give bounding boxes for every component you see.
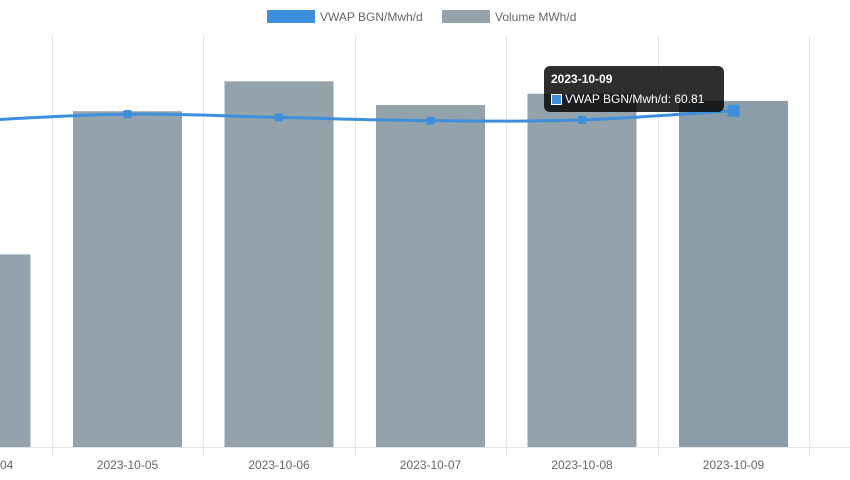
volume-bar[interactable] bbox=[73, 111, 182, 447]
legend-swatch-vwap[interactable] bbox=[267, 10, 315, 23]
volume-bar[interactable] bbox=[679, 100, 788, 448]
vwap-point[interactable] bbox=[578, 115, 586, 124]
volume-bar[interactable] bbox=[376, 105, 485, 447]
volume-bar[interactable] bbox=[0, 254, 31, 447]
x-axis-ticks: 04 2023-10-05 2023-10-06 2023-10-07 2023-10-… bbox=[0, 458, 765, 472]
x-tick-label: 2023-10-07 bbox=[400, 458, 462, 472]
legend-label-vwap[interactable]: VWAP BGN/Mwh/d bbox=[320, 10, 423, 24]
x-tick-label: 04 bbox=[0, 458, 14, 472]
legend-label-volume[interactable]: Volume MWh/d bbox=[495, 10, 576, 24]
volume-bar[interactable] bbox=[224, 81, 334, 447]
vwap-point[interactable] bbox=[727, 104, 740, 117]
legend: VWAP BGN/Mwh/d Volume MWh/d bbox=[267, 10, 576, 24]
x-tick-label: 2023-10-09 bbox=[703, 458, 765, 472]
legend-swatch-volume[interactable] bbox=[442, 10, 490, 23]
x-tick-label: 2023-10-08 bbox=[551, 458, 613, 472]
vwap-line-layer bbox=[0, 104, 740, 125]
vwap-point[interactable] bbox=[426, 116, 435, 125]
volume-bar[interactable] bbox=[527, 93, 637, 448]
vwap-point[interactable] bbox=[275, 113, 283, 122]
x-tick-label: 2023-10-05 bbox=[97, 458, 159, 472]
x-tick-label: 2023-10-06 bbox=[248, 458, 310, 472]
volume-bars bbox=[0, 81, 788, 448]
vwap-point[interactable] bbox=[123, 110, 132, 119]
vwap-line bbox=[0, 109, 734, 123]
